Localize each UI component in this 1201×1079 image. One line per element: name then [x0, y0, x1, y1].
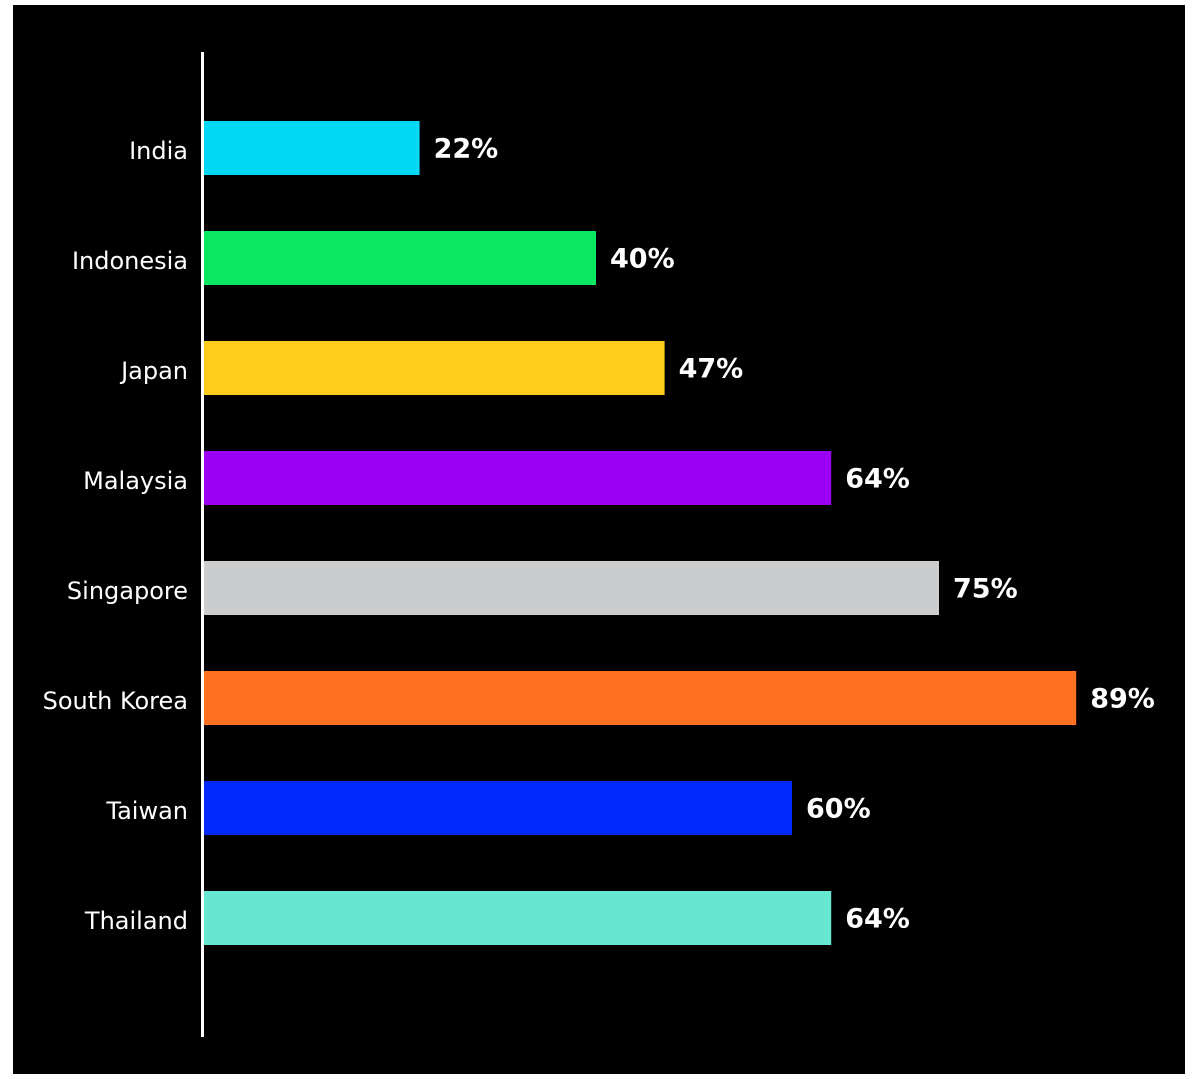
bar-malaysia [204, 451, 832, 505]
bar-south-korea [204, 671, 1077, 725]
category-label-singapore: Singapore [67, 577, 188, 605]
category-label-indonesia: Indonesia [72, 247, 188, 275]
category-label-thailand: Thailand [84, 907, 188, 935]
bar-india [204, 121, 420, 175]
value-label-thailand: 64% [845, 904, 910, 935]
category-label-japan: Japan [119, 357, 188, 385]
value-label-singapore: 75% [953, 574, 1018, 605]
value-label-japan: 47% [679, 354, 744, 385]
category-label-taiwan: Taiwan [105, 797, 188, 825]
value-label-india: 22% [434, 134, 499, 165]
category-labels: India Indonesia Japan Malaysia Singapore Sout… [43, 137, 188, 935]
category-label-malaysia: Malaysia [83, 467, 188, 495]
value-label-south-korea: 89% [1090, 684, 1155, 715]
category-label-india: India [129, 137, 188, 165]
bar-taiwan [204, 781, 792, 835]
bars-layer [204, 121, 1077, 945]
value-label-indonesia: 40% [610, 244, 675, 275]
value-labels: 22% 40% 47% 64% 75% 89% 60% 64% [434, 134, 1155, 935]
bar-japan [204, 341, 665, 395]
bar-singapore [204, 561, 939, 615]
bar-thailand [204, 891, 832, 945]
bar-indonesia [204, 231, 596, 285]
value-label-malaysia: 64% [845, 464, 910, 495]
category-label-south-korea: South Korea [43, 687, 188, 715]
value-label-taiwan: 60% [806, 794, 871, 825]
